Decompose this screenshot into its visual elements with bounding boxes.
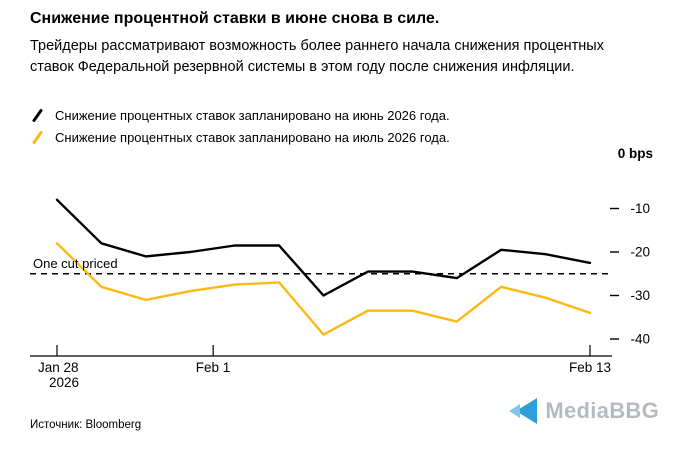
x-tick-label: Jan 28 — [38, 360, 79, 375]
source-attribution: Источник: Bloomberg — [30, 419, 142, 431]
svg-text:-20: -20 — [630, 245, 650, 260]
x-tick-jan-28: Jan 28 2026 — [38, 360, 79, 390]
x-tick-label: Feb 13 — [568, 360, 612, 375]
legend-label-july: Снижение процентных ставок запланировано… — [55, 130, 450, 145]
watermark: MediaBBG — [508, 396, 659, 426]
y-axis-unit-label: 0 bps — [617, 146, 653, 161]
svg-text:-10: -10 — [630, 201, 650, 216]
legend-item-june: Снижение процентных ставок запланировано… — [30, 108, 450, 123]
svg-text:-30: -30 — [630, 288, 650, 303]
svg-text:-40: -40 — [630, 332, 650, 347]
legend-label-june: Снижение процентных ставок запланировано… — [55, 108, 450, 123]
watermark-brand-text: MediaBBG — [545, 398, 659, 423]
x-tick-feb-13: Feb 13 — [569, 360, 611, 375]
chart-subtitle: Трейдеры рассматривают возможность более… — [30, 38, 604, 76]
x-tick-label: Feb 1 — [195, 360, 231, 375]
june-line-swatch-icon — [31, 108, 44, 123]
annotation-one-cut-priced: One cut priced — [33, 256, 118, 271]
legend-item-july: Снижение процентных ставок запланировано… — [30, 130, 450, 145]
chart-title: Снижение процентной ставки в июне снова … — [30, 10, 440, 27]
mediabbg-logo-icon — [509, 398, 538, 424]
x-tick-year-label: 2026 — [49, 375, 80, 390]
legend: Снижение процентных ставок запланировано… — [30, 108, 450, 145]
x-tick-feb-1: Feb 1 — [196, 360, 231, 375]
july-line-swatch-icon — [31, 130, 44, 145]
